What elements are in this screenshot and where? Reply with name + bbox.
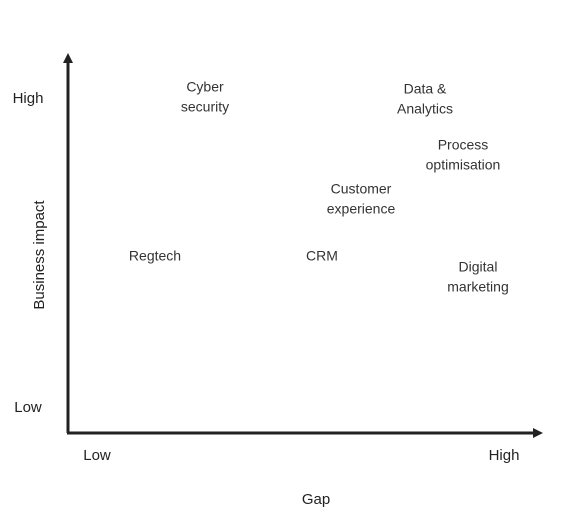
item-label: Customer (331, 181, 392, 197)
item-label: Cyber (186, 79, 224, 95)
item-label: Data & (404, 81, 447, 97)
y-low-label: Low (14, 399, 42, 416)
item-label: CRM (306, 248, 338, 264)
y-axis-title: Business impact (31, 200, 48, 310)
item-label: optimisation (426, 157, 501, 173)
x-axis-title: Gap (302, 491, 330, 508)
y-high-label: High (13, 90, 44, 107)
item-label: Analytics (397, 101, 453, 117)
item-label: Digital (459, 259, 498, 275)
item-label: Regtech (129, 248, 181, 264)
item-label: security (181, 99, 229, 115)
item-label: marketing (447, 279, 508, 295)
x-low-label: Low (83, 447, 111, 464)
items: Cyber security Data & Analytics Process optim… (129, 79, 509, 295)
x-high-label: High (489, 447, 520, 464)
item-label: experience (327, 201, 396, 217)
item-label: Process (438, 137, 489, 153)
